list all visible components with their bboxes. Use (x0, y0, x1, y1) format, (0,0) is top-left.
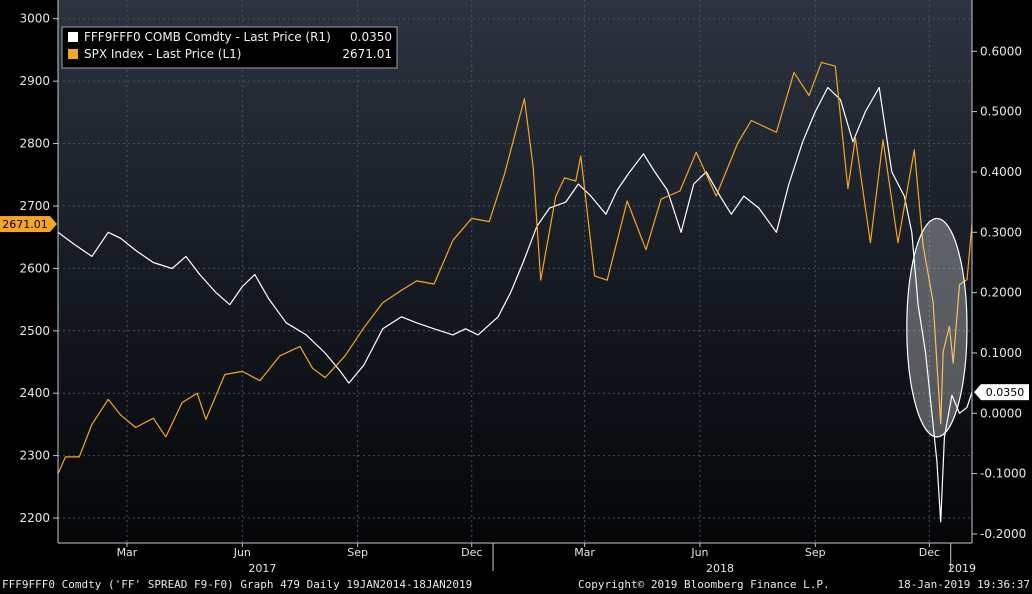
legend-value: 2671.01 (342, 47, 392, 61)
axes: 2200 2300 2400 2500 2600 2700 2800 2900 3000 0.60… (0, 0, 1029, 575)
x-tick-label: Dec (919, 546, 940, 559)
highlight-ellipse (906, 217, 968, 438)
highlight-layer (906, 217, 968, 438)
right-last-value-badge-arrow (974, 384, 981, 401)
legend-value: 0.0350 (350, 30, 392, 44)
x-year-label: 2019 (948, 562, 976, 575)
y-right-tick-label: 0.0000 (980, 406, 1022, 420)
left-last-value-badge (0, 216, 50, 233)
y-right-tick-label: 0.3000 (980, 225, 1022, 239)
x-year-label: 2018 (706, 562, 734, 575)
legend: FFF9FFF0 COMB Comdty - Last Price (R1) 0.… (61, 26, 398, 69)
x-tick-label: Jun (690, 546, 708, 559)
y-right-tick-label: -0.1000 (980, 467, 1026, 481)
chart-canvas: 2200 2300 2400 2500 2600 2700 2800 2900 3000 0.60… (0, 0, 1029, 575)
y-right-tick-label: 0.5000 (980, 105, 1022, 119)
legend-label: SPX Index - Last Price (L1) (84, 47, 241, 61)
y-left-tick-label: 2900 (19, 74, 50, 88)
legend-label: FFF9FFF0 COMB Comdty - Last Price (R1) (84, 30, 331, 44)
x-tick-label: Jun (233, 546, 251, 559)
right-last-value-badge (981, 384, 1029, 401)
y-right-tick-label: 0.1000 (980, 346, 1022, 360)
y-right-tick-label: 0.4000 (980, 165, 1022, 179)
legend-swatch (68, 32, 78, 42)
left-last-value-badge-arrow (50, 216, 57, 233)
x-tick-label: Sep (805, 546, 826, 559)
footer-copyright: Copyright© 2019 Bloomberg Finance L.P. (578, 578, 830, 591)
x-tick-label: Sep (347, 546, 368, 559)
footer-source: FFF9FFF0 Comdty ('FF' SPREAD F9-F0) Grap… (2, 578, 473, 591)
y-right-tick-label: -0.2000 (980, 527, 1026, 541)
x-year-label: 2017 (248, 562, 276, 575)
y-left-tick-label: 2400 (19, 386, 50, 400)
y-left-tick-label: 2600 (19, 261, 50, 275)
legend-box (61, 26, 398, 69)
x-tick-label: Dec (461, 546, 482, 559)
y-left-tick-label: 2800 (19, 137, 50, 151)
y-left-tick-label: 2300 (19, 449, 50, 463)
y-left-tick-label: 2700 (19, 199, 50, 213)
x-tick-label: Mar (117, 546, 138, 559)
plot-background (58, 0, 972, 543)
legend-swatch (68, 49, 78, 59)
right-last-value-label: 0.0350 (986, 386, 1025, 399)
left-last-value-label: 2671.01 (2, 218, 48, 231)
y-left-tick-label: 2500 (19, 324, 50, 338)
y-left-tick-label: 3000 (19, 12, 50, 26)
y-left-tick-label: 2200 (19, 511, 50, 525)
series-line-fff9fff0 (57, 86, 973, 523)
y-right-tick-label: 0.6000 (980, 44, 1022, 58)
x-tick-label: Mar (574, 546, 595, 559)
footer-timestamp: 18-Jan-2019 19:36:37 (897, 578, 1030, 591)
series-line-spx (57, 61, 973, 474)
series-layer (57, 61, 973, 523)
footer-bar: FFF9FFF0 Comdty ('FF' SPREAD F9-F0) Grap… (0, 577, 1032, 594)
y-right-tick-label: 0.2000 (980, 286, 1022, 300)
grid (58, 0, 972, 543)
